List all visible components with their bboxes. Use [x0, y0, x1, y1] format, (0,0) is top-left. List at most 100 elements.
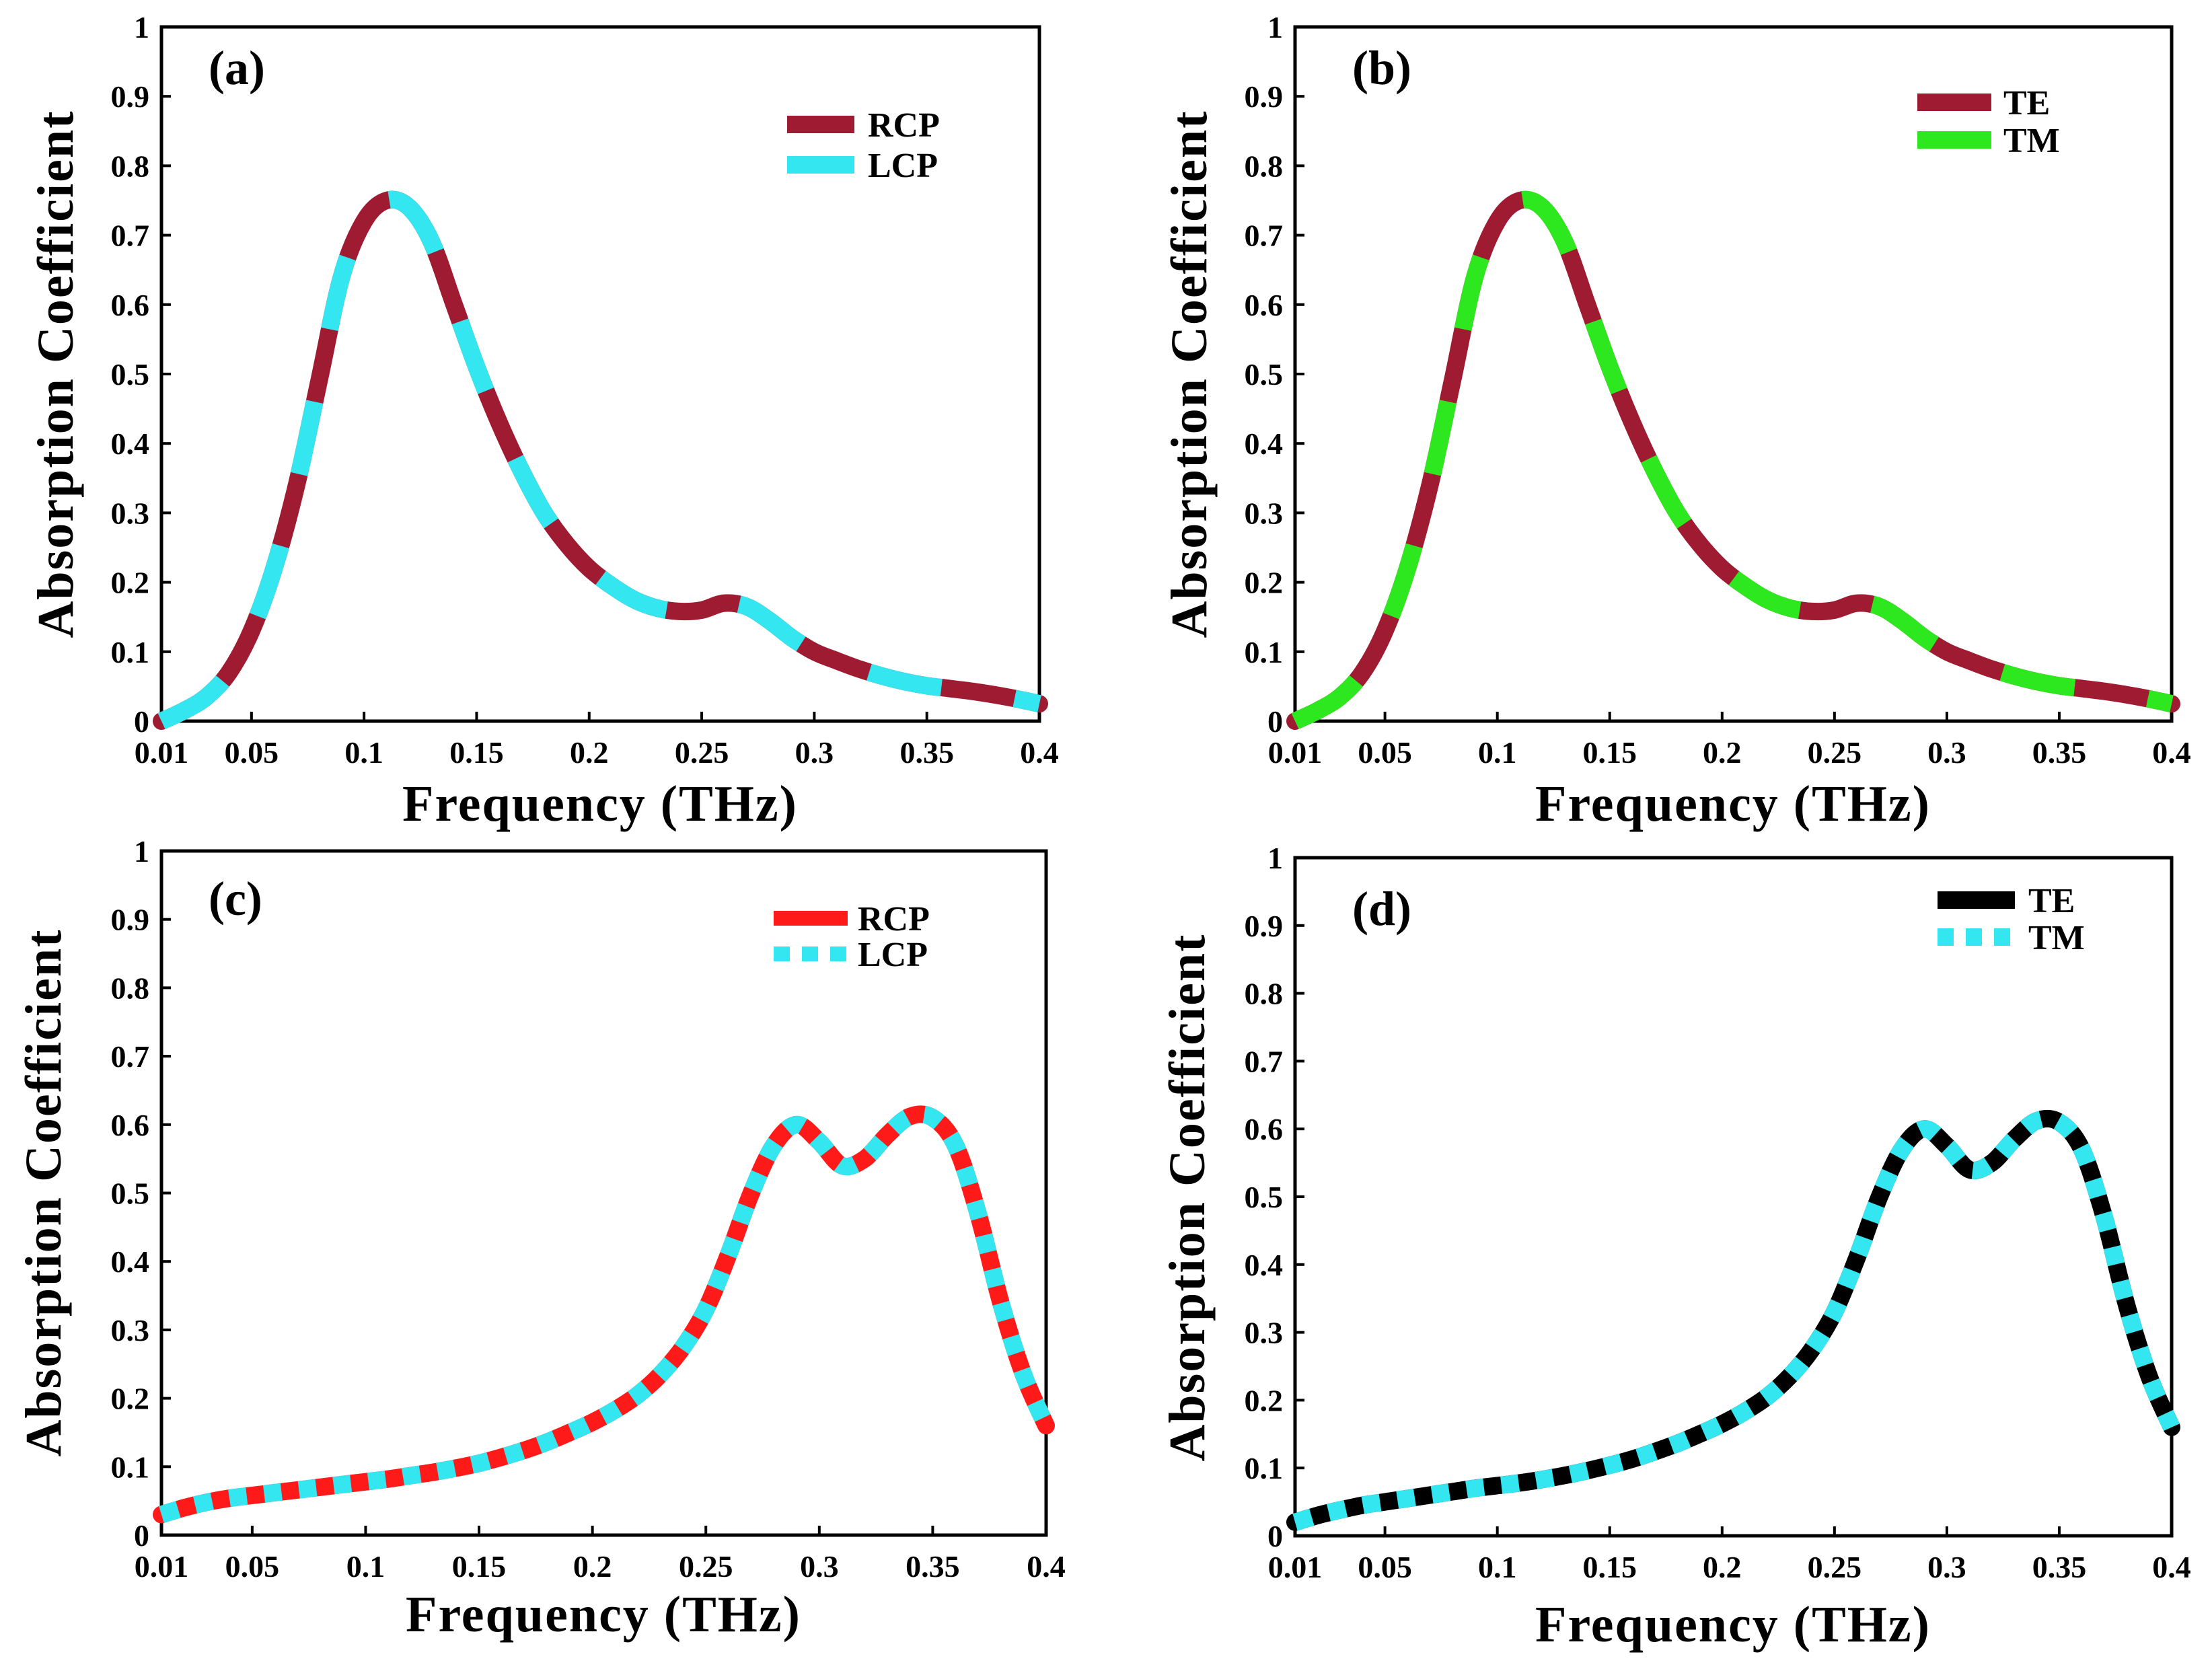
y-tick-label: 0.2 [1245, 566, 1284, 600]
x-tick-label: 0.01 [135, 735, 189, 770]
panel-a-lines [153, 190, 1048, 730]
y-tick-label: 0.4 [111, 1245, 150, 1279]
series-line-lcp [157, 190, 1041, 729]
y-tick-label: 0.5 [111, 1177, 150, 1211]
y-tick-label: 0.6 [111, 288, 150, 322]
x-tick-label: 0.1 [344, 735, 383, 770]
panel-c-y-axis-label: Absorption Coefficient [15, 929, 72, 1457]
panel-c-legend: RCP LCP [774, 900, 930, 974]
y-tick-label: 0 [1267, 1519, 1283, 1553]
panel-a-label: (a) [209, 41, 265, 95]
x-tick-label: 0.2 [1703, 1550, 1742, 1584]
legend-label-0: TE [2003, 84, 2050, 122]
panel-b-x-axis-label: Frequency (THz) [1535, 776, 1931, 832]
y-tick-label: 1 [134, 834, 149, 868]
series-line-lcp [159, 1105, 1054, 1523]
legend-label-1: LCP [868, 147, 938, 185]
x-tick-label: 0.05 [225, 1549, 280, 1584]
y-tick-label: 0.9 [1245, 79, 1284, 114]
x-tick-label: 0.4 [2152, 1550, 2191, 1584]
panel-d-plot-frame [1293, 856, 2174, 1538]
y-tick-label: 0.3 [1245, 496, 1284, 530]
x-tick-label: 0.25 [679, 1549, 733, 1584]
y-tick-label: 0.3 [111, 496, 150, 530]
x-tick-label: 0.3 [800, 1549, 839, 1584]
y-tick-label: 0.4 [1245, 1248, 1284, 1282]
panel-d-ticks: 0.01 0.05 0.1 0.15 0.2 0.25 0.3 0.35 0.4 0 0.1 0.2 0… [1245, 841, 2191, 1584]
y-tick-label: 0.1 [1245, 635, 1284, 669]
y-tick-label: 0.9 [111, 79, 150, 114]
y-tick-label: 0.7 [1245, 1044, 1284, 1078]
y-tick-label: 1 [1267, 841, 1283, 875]
x-tick-label: 0.05 [1358, 735, 1412, 770]
panel-b-lines [1286, 190, 2180, 730]
series-line-rcp [153, 190, 1048, 730]
x-tick-label: 0.3 [795, 735, 834, 770]
x-tick-label: 0.4 [2152, 735, 2191, 770]
panel-a-legend: RCP LCP [787, 106, 940, 185]
y-tick-label: 0.1 [111, 635, 150, 669]
y-tick-label: 1 [134, 10, 149, 44]
panel-b: 0.01 0.05 0.1 0.15 0.2 0.25 0.3 0.35 0.4 0 0.1 0.2 0… [1161, 10, 2191, 832]
y-tick-label: 0.9 [111, 903, 150, 937]
legend-label-0: RCP [868, 106, 940, 145]
x-tick-label: 0.05 [225, 735, 279, 770]
y-tick-label: 0.6 [1245, 1112, 1284, 1146]
x-tick-label: 0.35 [906, 1549, 960, 1584]
series-line-te [1286, 190, 2180, 730]
x-tick-label: 0.15 [452, 1549, 507, 1584]
panel-c-label: (c) [209, 872, 262, 926]
y-tick-label: 0.2 [111, 566, 150, 600]
legend-label-1: TM [2003, 122, 2060, 160]
x-tick-label: 0.15 [449, 735, 504, 770]
y-tick-label: 0.4 [111, 426, 150, 461]
y-tick-label: 0 [134, 704, 149, 739]
series-line-rcp [153, 1105, 1055, 1524]
y-tick-label: 0.3 [111, 1313, 150, 1347]
panel-d-legend: TE TM [1938, 882, 2085, 957]
panel-b-legend: TE TM [1917, 84, 2060, 160]
y-tick-label: 0.6 [111, 1108, 150, 1142]
x-tick-label: 0.25 [675, 735, 729, 770]
panel-c-x-axis-label: Frequency (THz) [406, 1586, 801, 1643]
legend-label-1: TM [2028, 919, 2085, 957]
x-tick-label: 0.1 [1478, 735, 1517, 770]
x-tick-label: 0.4 [1027, 1549, 1066, 1584]
legend-label-1: LCP [858, 936, 928, 974]
panel-c: 0.01 0.05 0.1 0.15 0.2 0.25 0.3 0.35 0.4 0 0.1 0.2 0… [15, 834, 1066, 1643]
panel-c-lines [153, 1105, 1055, 1524]
x-tick-label: 0.3 [1927, 735, 1966, 770]
y-tick-label: 0 [134, 1518, 149, 1553]
x-tick-label: 0.25 [1808, 735, 1862, 770]
legend-label-0: TE [2028, 882, 2075, 920]
y-tick-label: 0.4 [1245, 426, 1284, 461]
y-tick-label: 0.8 [111, 971, 150, 1005]
x-tick-label: 0.1 [1478, 1550, 1517, 1584]
panel-b-ticks: 0.01 0.05 0.1 0.15 0.2 0.25 0.3 0.35 0.4 0 0.1 0.2 0… [1245, 10, 2191, 770]
y-tick-label: 0.3 [1245, 1316, 1284, 1350]
panel-b-label: (b) [1352, 41, 1411, 95]
y-tick-label: 0 [1267, 704, 1283, 739]
y-tick-label: 0.9 [1245, 909, 1284, 943]
x-tick-label: 0.25 [1808, 1550, 1862, 1584]
x-tick-label: 0.2 [570, 735, 609, 770]
x-tick-label: 0.35 [899, 735, 954, 770]
x-tick-label: 0.2 [1703, 735, 1742, 770]
x-tick-label: 0.2 [573, 1549, 612, 1584]
x-tick-label: 0.4 [1020, 735, 1059, 770]
legend-label-0: RCP [858, 900, 930, 938]
panel-d: 0.01 0.05 0.1 0.15 0.2 0.25 0.3 0.35 0.4 0 0.1 0.2 0… [1159, 841, 2191, 1653]
x-tick-label: 0.35 [2032, 1550, 2087, 1584]
x-tick-label: 0.15 [1582, 1550, 1637, 1584]
panel-d-x-axis-label: Frequency (THz) [1535, 1596, 1931, 1653]
x-tick-label: 0.3 [1927, 1550, 1966, 1584]
panel-a-ticks: 0.01 0.05 0.1 0.15 0.2 0.25 0.3 0.35 0.4 0 0.1 0.2 0… [111, 10, 1059, 770]
x-tick-label: 0.01 [1268, 735, 1323, 770]
x-tick-label: 0.05 [1358, 1550, 1412, 1584]
y-tick-label: 0.1 [1245, 1451, 1284, 1485]
y-tick-label: 0.7 [1245, 219, 1284, 253]
y-tick-label: 0.1 [111, 1450, 150, 1484]
x-tick-label: 0.01 [1268, 1550, 1323, 1584]
series-line-tm [1292, 1109, 2180, 1531]
